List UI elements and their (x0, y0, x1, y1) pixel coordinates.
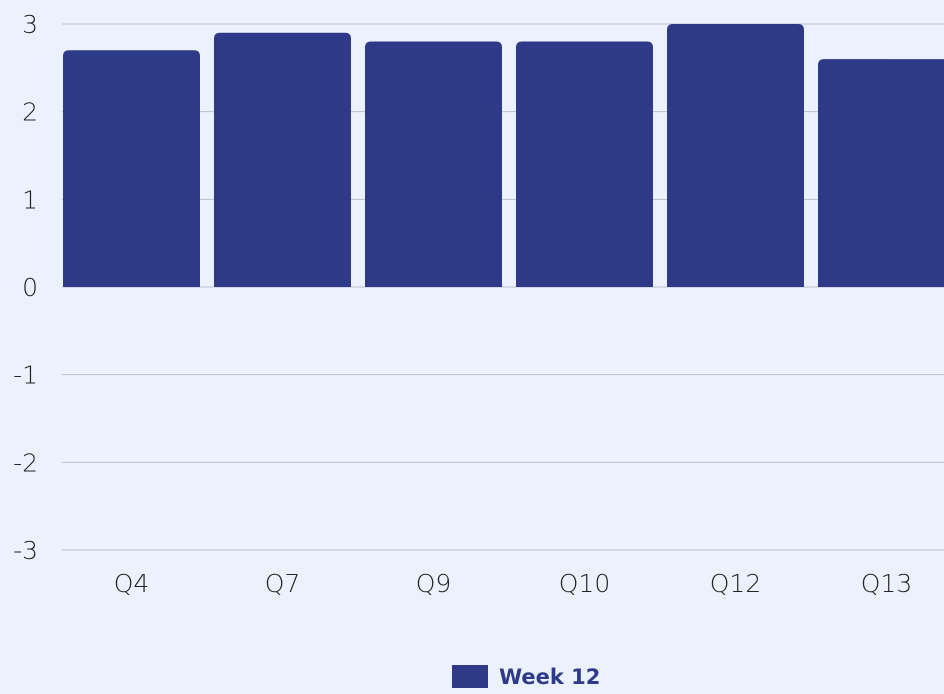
y-tick-label: 0 (22, 273, 38, 302)
labels: -3 -2 -1 0 1 2 3 Q4 Q7 Q9 Q10 Q12 Q13 Week 12 (13, 10, 912, 689)
x-tick-label: Q12 (710, 569, 762, 598)
y-tick-label: 3 (22, 10, 38, 39)
y-tick-label: -2 (13, 448, 38, 477)
legend-label: Week 12 (499, 665, 600, 689)
bar (214, 32, 351, 288)
x-tick-label: Q7 (265, 569, 301, 598)
x-tick-label: Q13 (861, 569, 913, 598)
legend-swatch (452, 665, 488, 688)
y-tick-label: 2 (22, 98, 38, 127)
bar (818, 59, 944, 287)
x-tick-label: Q9 (416, 569, 452, 598)
y-tick-label: -3 (13, 536, 38, 565)
x-tick-label: Q10 (559, 569, 611, 598)
bars (63, 24, 944, 288)
bar (667, 24, 804, 287)
bar (63, 50, 200, 287)
bar (365, 41, 502, 288)
bar (516, 41, 653, 288)
y-tick-label: 1 (22, 185, 38, 214)
x-tick-label: Q4 (114, 569, 150, 598)
y-tick-label: -1 (13, 361, 38, 390)
grid (62, 23, 944, 551)
